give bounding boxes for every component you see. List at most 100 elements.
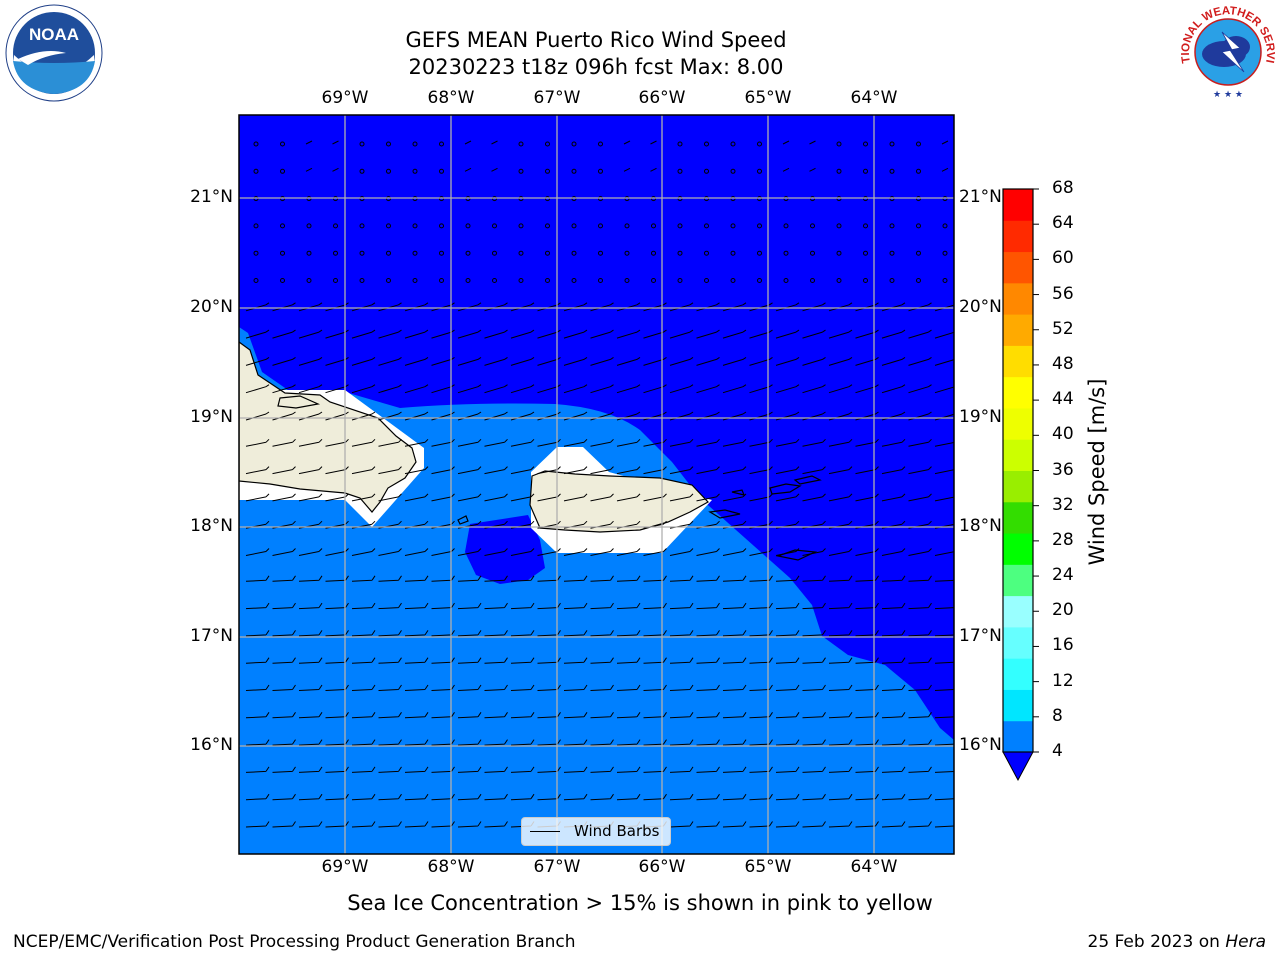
wind-barb <box>934 689 954 691</box>
wind-barb <box>722 684 747 691</box>
colorbar-tick-label: 16 <box>1052 635 1074 656</box>
wind-barb <box>651 223 657 229</box>
wind-barb <box>828 438 853 447</box>
wind-barb <box>722 466 747 475</box>
wind-barb <box>616 630 641 637</box>
wind-barb <box>590 493 614 502</box>
wind-barb <box>908 821 932 828</box>
wind-barb <box>272 630 296 637</box>
wind-barb <box>590 602 614 610</box>
wind-barb <box>855 766 879 773</box>
wind-barb <box>457 411 482 421</box>
wind-barb <box>722 630 747 637</box>
wind-barb <box>616 438 641 447</box>
colorbar-segment <box>1003 689 1033 722</box>
wind-barb <box>643 739 667 746</box>
wind-barb <box>934 386 954 394</box>
lat-label-right: 21°N <box>959 187 1002 207</box>
wind-barb <box>280 250 286 256</box>
colorbar-tick-label: 28 <box>1052 529 1074 550</box>
wind-barb <box>563 630 588 637</box>
wind-barb <box>669 356 694 366</box>
wind-barb <box>889 223 895 229</box>
wind-barb <box>359 141 365 147</box>
wind-barb <box>590 411 614 421</box>
wind-barb <box>616 384 641 394</box>
wind-barb <box>510 766 535 773</box>
wind-barb <box>590 548 614 556</box>
wind-barb <box>492 250 498 256</box>
wind-barb <box>749 384 773 394</box>
wind-barb <box>351 766 376 773</box>
wind-barb <box>545 141 551 147</box>
colorbar-segment <box>1003 407 1033 440</box>
wind-barb <box>916 141 922 147</box>
wind-barb <box>537 356 561 366</box>
wind-barb <box>351 466 376 475</box>
wind-barb <box>916 168 922 174</box>
colorbar-segment <box>1003 658 1033 690</box>
wind-barb <box>457 602 482 610</box>
wind-barb <box>464 140 472 145</box>
wind-barb <box>802 329 826 339</box>
wind-barb <box>669 739 694 746</box>
wind-barb <box>828 684 853 691</box>
wind-barb <box>431 657 455 664</box>
wind-barb <box>431 356 455 366</box>
wind-barb <box>775 684 800 691</box>
wind-barb <box>855 739 879 746</box>
wind-barb <box>537 384 561 394</box>
colorbar-tick-label: 20 <box>1052 600 1074 621</box>
noaa-logo-icon: NOAA <box>5 4 103 102</box>
colorbar-tick-label: 8 <box>1052 705 1063 726</box>
lon-label-bottom: 64°W <box>850 857 898 877</box>
lat-label-right: 17°N <box>959 626 1002 646</box>
wind-barb <box>386 278 392 283</box>
wind-barb <box>412 141 418 147</box>
wind-barb <box>722 575 747 582</box>
wind-barb <box>351 630 376 637</box>
wind-barb <box>280 168 286 174</box>
wind-barb <box>351 411 376 421</box>
wind-barb <box>298 575 323 582</box>
branch-credit: NCEP/EMC/Verification Post Processing Pr… <box>13 932 576 952</box>
wind-barb <box>431 602 455 610</box>
colorbar-extend-triangle <box>1002 751 1034 782</box>
wind-barb <box>272 438 296 447</box>
wind-barb <box>563 329 588 339</box>
wind-barb <box>881 466 906 475</box>
wind-barb <box>643 793 667 801</box>
wind-barb <box>510 712 535 719</box>
wind-barb <box>775 712 800 719</box>
wind-barb <box>828 329 853 339</box>
wind-barb <box>836 223 842 229</box>
wind-barb <box>881 493 906 502</box>
wind-barb <box>457 821 482 828</box>
wind-barb <box>431 630 455 637</box>
wind-barb <box>616 657 641 664</box>
wind-barb <box>908 575 932 582</box>
wind-barb <box>669 712 694 719</box>
wind-barb <box>351 739 376 746</box>
wind-barb <box>775 466 800 475</box>
wind-barb <box>696 739 720 746</box>
wind-barb <box>643 575 667 582</box>
colorbar-segment <box>1003 533 1033 565</box>
wind-barb <box>253 278 259 283</box>
wind-barb <box>643 411 667 421</box>
wind-barb <box>404 766 429 773</box>
lat-label-left: 17°N <box>190 626 233 646</box>
wind-barb <box>908 630 932 637</box>
wind-barb <box>836 250 842 256</box>
wind-barb <box>677 278 683 283</box>
wind-barb <box>280 223 286 229</box>
wind-barb <box>757 168 763 174</box>
lon-label-top: 67°W <box>533 88 581 108</box>
wind-barb <box>298 630 323 637</box>
wind-barb <box>272 766 296 773</box>
wind-barb <box>404 411 429 421</box>
wind-barb <box>333 223 339 229</box>
wind-barb <box>590 466 614 475</box>
wind-barb <box>941 140 949 145</box>
